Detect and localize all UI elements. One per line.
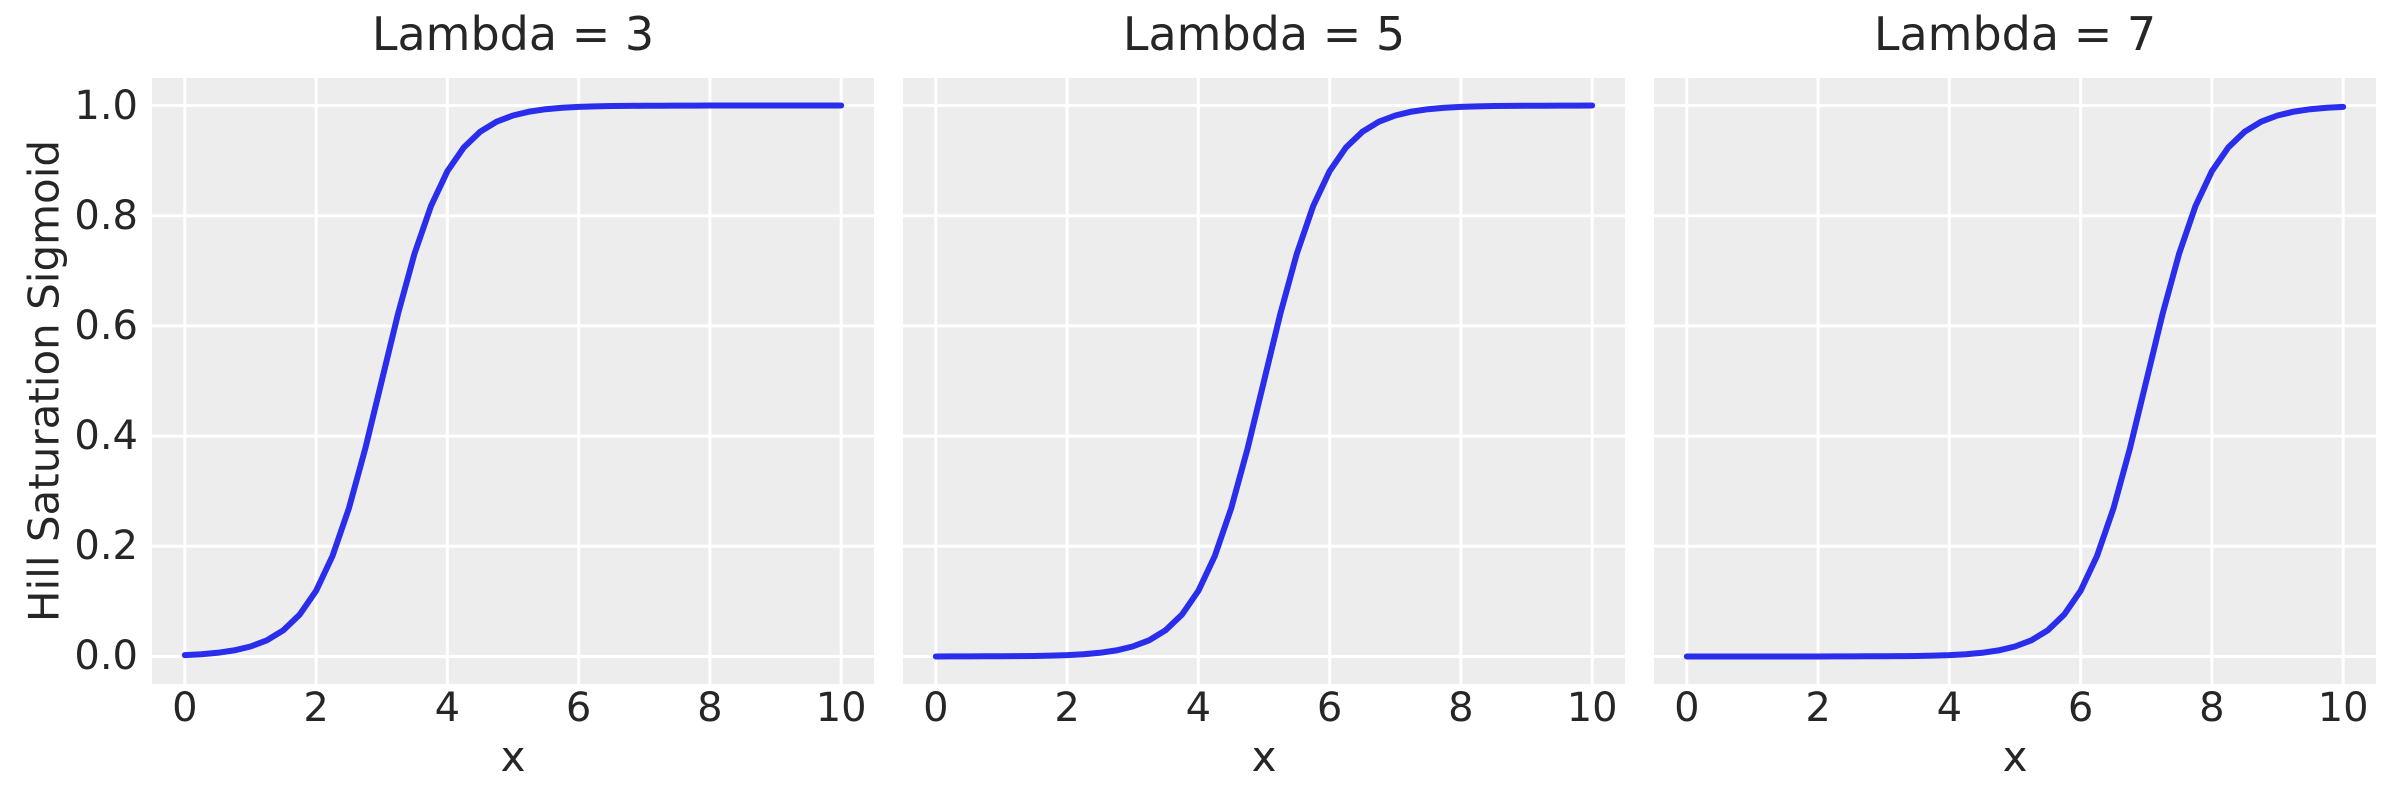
x-tick-label: 10 — [2317, 685, 2369, 731]
x-axis-label: x — [2002, 732, 2028, 781]
x-axis-label: x — [500, 732, 526, 781]
sigmoid-curve — [1683, 103, 2347, 660]
plot-svg — [1654, 78, 2376, 684]
x-tick-label: 4 — [1936, 685, 1963, 731]
x-tick-label: 6 — [1316, 685, 1343, 731]
x-tick-label: 6 — [565, 685, 592, 731]
plot-area — [152, 78, 874, 684]
y-tick-label: 0.0 — [74, 633, 138, 680]
plot-area — [1654, 78, 2376, 684]
x-tick-label: 10 — [1566, 685, 1618, 731]
y-tick-label: 0.4 — [74, 413, 138, 460]
plot-svg — [903, 78, 1625, 684]
x-tick-label: 4 — [1185, 685, 1212, 731]
x-tick-label: 8 — [2199, 685, 2225, 731]
x-tick-label: 0 — [1674, 685, 1700, 731]
x-tick-label: 6 — [2067, 685, 2094, 731]
y-tick-label: 1.0 — [74, 82, 138, 129]
x-tick-label: 2 — [303, 685, 329, 731]
sigmoid-curve — [932, 102, 1596, 660]
x-tick-label: 2 — [1805, 685, 1831, 731]
subplot-title: Lambda = 3 — [371, 7, 655, 61]
x-tick-label: 0 — [172, 685, 198, 731]
x-tick-label: 8 — [697, 685, 723, 731]
sigmoid-curve — [181, 102, 845, 659]
x-axis-label: x — [1251, 732, 1277, 781]
x-tick-label: 8 — [1448, 685, 1474, 731]
plot-svg — [152, 78, 874, 684]
x-tick-label: 10 — [815, 685, 867, 731]
x-tick-label: 4 — [434, 685, 461, 731]
x-tick-label: 0 — [923, 685, 949, 731]
y-tick-label: 0.8 — [74, 192, 138, 239]
subplot-title: Lambda = 5 — [1122, 7, 1406, 61]
y-tick-label: 0.6 — [74, 302, 138, 349]
x-tick-label: 2 — [1054, 685, 1080, 731]
y-tick-label: 0.2 — [74, 523, 138, 570]
subplot-title: Lambda = 7 — [1873, 7, 2157, 61]
plot-area — [903, 78, 1625, 684]
